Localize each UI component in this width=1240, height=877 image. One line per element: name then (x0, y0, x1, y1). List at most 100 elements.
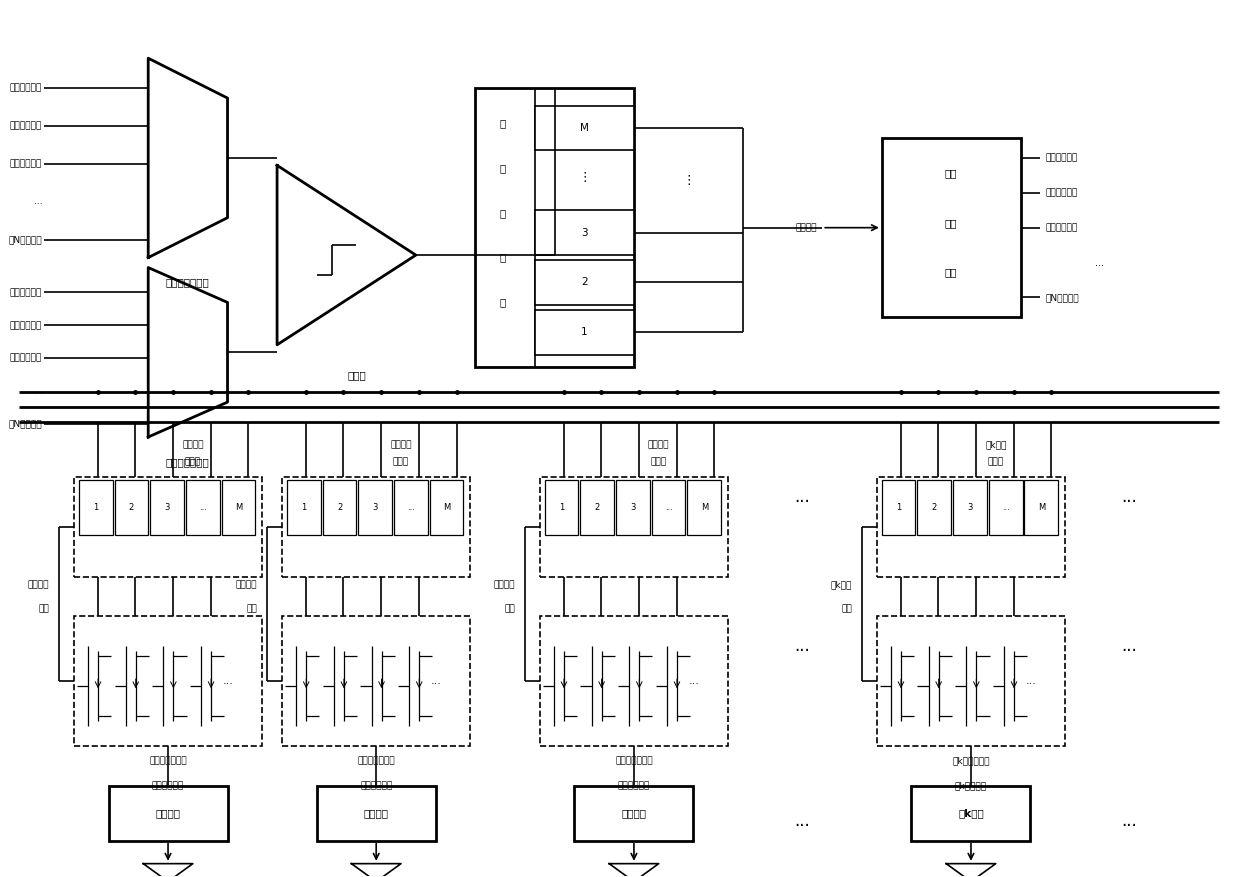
Text: M: M (580, 123, 589, 133)
Bar (222, 480, 255, 535)
Text: 器阵列: 器阵列 (651, 458, 667, 467)
Text: 时钟: 时钟 (247, 604, 257, 613)
Text: 1: 1 (897, 503, 901, 512)
Text: 第k控制: 第k控制 (831, 580, 852, 589)
Bar (687, 480, 722, 535)
Text: 2: 2 (931, 503, 937, 512)
Text: 第一锁存: 第一锁存 (182, 440, 203, 450)
Text: 2: 2 (595, 503, 600, 512)
Bar (322, 480, 356, 535)
Text: 第三控制时钟: 第三控制时钟 (1045, 223, 1078, 232)
Text: 比较器: 比较器 (347, 370, 366, 380)
Bar (534, 105, 634, 151)
Bar (281, 477, 470, 576)
Text: ...: ... (432, 676, 441, 686)
Text: ...: ... (33, 197, 42, 206)
Text: 器: 器 (500, 297, 506, 308)
Text: 时钟: 时钟 (38, 604, 50, 613)
Text: 2: 2 (582, 277, 588, 288)
Text: ...: ... (1095, 258, 1105, 267)
Bar (316, 786, 435, 841)
Text: 位: 位 (500, 163, 506, 173)
Text: ...: ... (33, 387, 42, 396)
Text: 2: 2 (129, 503, 134, 512)
Text: ...: ... (223, 676, 234, 686)
Text: 3: 3 (967, 503, 972, 512)
Text: M: M (443, 503, 450, 512)
Text: 第三锁存: 第三锁存 (649, 440, 670, 450)
Text: M: M (701, 503, 708, 512)
Text: 第二控制时钟: 第二控制时钟 (1045, 189, 1078, 197)
Text: 移: 移 (500, 118, 506, 128)
Text: M: M (1038, 503, 1045, 512)
Text: 第k锁存: 第k锁存 (985, 440, 1007, 450)
Text: 3: 3 (372, 503, 378, 512)
Text: 第二输出电压: 第二输出电压 (360, 781, 392, 790)
Bar (574, 786, 693, 841)
Bar (877, 617, 1065, 746)
Text: 输入时钟: 输入时钟 (796, 223, 817, 232)
Text: 第N参考电压: 第N参考电压 (9, 235, 42, 244)
Text: 第一控制: 第一控制 (27, 580, 50, 589)
Text: 第二输出电压: 第二输出电压 (10, 321, 42, 330)
Text: 1: 1 (559, 503, 564, 512)
Bar (544, 480, 578, 535)
Text: ...: ... (1122, 488, 1137, 506)
Text: 第一负载: 第一负载 (155, 809, 181, 818)
Text: ...: ... (665, 503, 672, 512)
Bar (430, 480, 464, 535)
Bar (534, 310, 634, 355)
Text: 2: 2 (337, 503, 342, 512)
Text: 3: 3 (165, 503, 170, 512)
Polygon shape (149, 58, 227, 258)
Text: 第三输出电压: 第三输出电压 (10, 353, 42, 363)
Bar (882, 138, 1021, 317)
Text: 第一参考电压: 第一参考电压 (10, 83, 42, 93)
Text: 时钟: 时钟 (945, 168, 957, 178)
Bar (616, 480, 650, 535)
Bar (534, 260, 634, 305)
Text: 第二控制: 第二控制 (236, 580, 257, 589)
Bar (882, 480, 915, 535)
Text: ...: ... (795, 638, 810, 655)
Text: 第一功率管阵列: 第一功率管阵列 (149, 757, 187, 766)
Text: 寄: 寄 (500, 208, 506, 217)
Bar (79, 480, 113, 535)
Text: 控制: 控制 (945, 217, 957, 228)
Bar (580, 480, 614, 535)
Text: 时钟: 时钟 (505, 604, 515, 613)
Text: 器阵列: 器阵列 (393, 458, 409, 467)
Bar (877, 477, 1065, 576)
Polygon shape (149, 267, 227, 437)
Text: 1: 1 (93, 503, 98, 512)
Bar (394, 480, 428, 535)
Bar (1024, 480, 1058, 535)
Text: 器阵列: 器阵列 (988, 458, 1004, 467)
Bar (186, 480, 219, 535)
Text: 第三输出电压: 第三输出电压 (618, 781, 650, 790)
Bar (114, 480, 149, 535)
Text: M: M (234, 503, 242, 512)
Text: ...: ... (1122, 812, 1137, 830)
Text: ...: ... (1025, 676, 1037, 686)
Bar (918, 480, 951, 535)
Text: ...: ... (795, 488, 810, 506)
Text: ...: ... (795, 812, 810, 830)
Text: 第三参考电压: 第三参考电压 (10, 160, 42, 168)
Text: 第k功率管阵列: 第k功率管阵列 (952, 757, 990, 766)
Bar (911, 786, 1030, 841)
Text: ⋮: ⋮ (682, 174, 694, 187)
Text: 第一输出电压: 第一输出电压 (10, 288, 42, 297)
Bar (74, 477, 262, 576)
Text: 第二参考电压: 第二参考电压 (10, 122, 42, 131)
Text: 第一输出电压: 第一输出电压 (153, 781, 185, 790)
Bar (539, 617, 728, 746)
Text: 器阵列: 器阵列 (185, 458, 201, 467)
Bar (652, 480, 686, 535)
Text: 电路: 电路 (945, 267, 957, 277)
Text: 3: 3 (630, 503, 636, 512)
Text: 第三控制: 第三控制 (494, 580, 515, 589)
Text: 1: 1 (301, 503, 306, 512)
Bar (475, 88, 634, 367)
Text: 第二多路复用器: 第二多路复用器 (166, 457, 210, 467)
